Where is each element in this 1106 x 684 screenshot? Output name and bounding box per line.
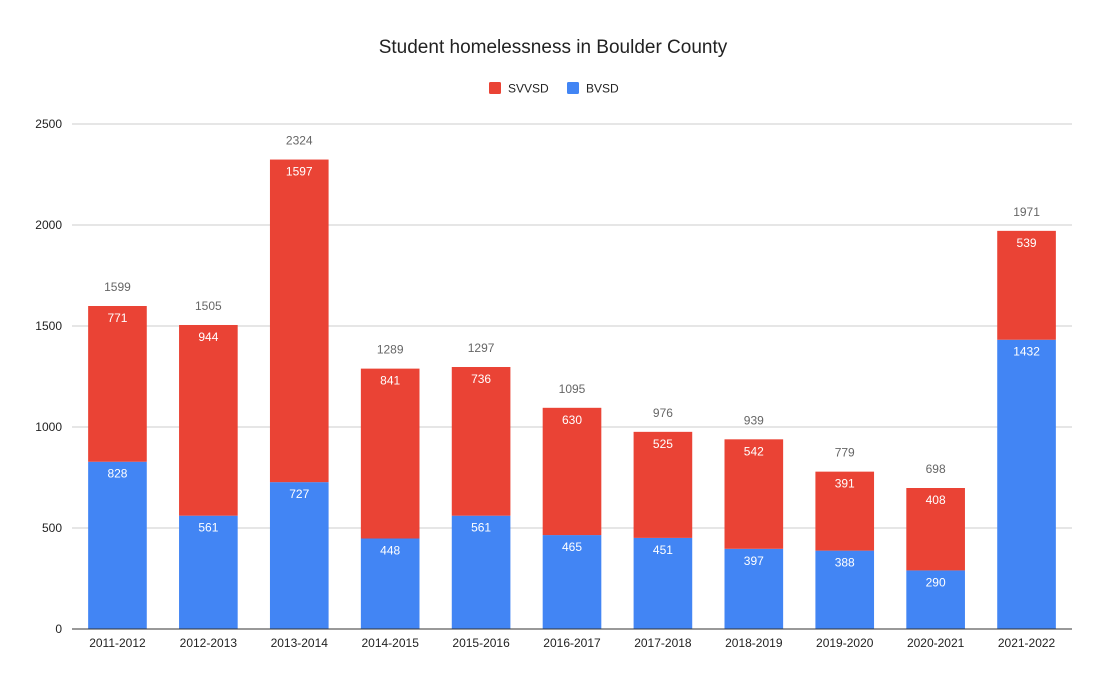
data-label: 1432 <box>1013 345 1040 359</box>
bar-bvsd <box>633 537 693 629</box>
bar-bvsd <box>360 538 420 629</box>
x-axis: 2011-2012 2012-2013 2013-2014 2014-2015 2015… <box>72 628 1072 650</box>
bar-svvsd <box>88 306 147 462</box>
data-label: 397 <box>744 554 764 568</box>
legend-item: SVVSD <box>489 82 549 96</box>
bar-bvsd <box>724 548 784 629</box>
x-tick-label: 2016-2017 <box>543 636 601 650</box>
legend-label: BVSD <box>586 82 619 96</box>
total-label: 698 <box>926 462 946 476</box>
data-label: 841 <box>380 374 400 388</box>
chart-title: Student homelessness in Boulder County <box>379 37 728 58</box>
data-label: 736 <box>471 372 491 386</box>
x-tick-label: 2013-2014 <box>271 636 329 650</box>
data-label: 561 <box>471 521 491 535</box>
total-label: 1297 <box>468 341 495 355</box>
bar-bvsd <box>542 535 602 629</box>
total-label: 1971 <box>1013 205 1040 219</box>
data-label: 727 <box>289 487 309 501</box>
data-label: 525 <box>653 437 673 451</box>
y-tick-label: 0 <box>55 622 62 636</box>
data-label: 391 <box>835 477 855 491</box>
data-label: 561 <box>198 521 218 535</box>
legend-item: BVSD <box>567 82 619 96</box>
x-tick-label: 2011-2012 <box>89 636 146 650</box>
data-label: 408 <box>926 493 946 507</box>
data-label: 465 <box>562 540 582 554</box>
bar-svvsd <box>451 367 511 516</box>
y-tick-label: 500 <box>42 521 62 535</box>
x-tick-label: 2015-2016 <box>452 636 510 650</box>
data-label: 388 <box>835 556 855 570</box>
bar-svvsd <box>997 230 1056 340</box>
data-label: 828 <box>107 467 127 481</box>
total-label: 2324 <box>286 134 313 148</box>
total-label: 976 <box>653 406 673 420</box>
x-tick-label: 2012-2013 <box>180 636 238 650</box>
data-label: 944 <box>198 330 218 344</box>
bar-svvsd <box>906 488 965 571</box>
bar-bvsd <box>269 482 329 629</box>
total-label: 1095 <box>559 382 586 396</box>
bar-bvsd <box>997 339 1056 629</box>
y-tick-label: 2500 <box>35 117 62 131</box>
bar-svvsd <box>724 439 784 549</box>
legend-swatch <box>489 82 501 94</box>
bar-bvsd <box>815 550 875 629</box>
bars: 828 771 1599 561 944 1505 727 1597 2324 448 841 128… <box>88 134 1056 629</box>
x-tick-label: 2018-2019 <box>725 636 783 650</box>
bar-svvsd <box>542 407 602 536</box>
bar-svvsd <box>360 368 420 539</box>
data-label: 630 <box>562 413 582 427</box>
y-axis: 0 500 1000 1500 2000 2500 <box>35 117 62 636</box>
data-label: 448 <box>380 544 400 558</box>
total-label: 939 <box>744 413 764 427</box>
bar-svvsd <box>179 324 238 516</box>
total-label: 1505 <box>195 299 222 313</box>
legend: SVVSD BVSD <box>489 82 619 96</box>
data-label: 1597 <box>286 165 313 179</box>
total-label: 1599 <box>104 280 131 294</box>
data-label: 451 <box>653 543 673 557</box>
x-tick-label: 2014-2015 <box>361 636 419 650</box>
total-label: 779 <box>835 446 855 460</box>
legend-label: SVVSD <box>508 82 549 96</box>
data-label: 539 <box>1017 236 1037 250</box>
x-tick-label: 2020-2021 <box>907 636 965 650</box>
y-tick-label: 1000 <box>35 420 62 434</box>
x-tick-label: 2017-2018 <box>634 636 692 650</box>
bar-svvsd <box>815 471 875 551</box>
bar-svvsd <box>269 159 329 483</box>
x-tick-label: 2021-2022 <box>998 636 1056 650</box>
data-label: 771 <box>107 311 127 325</box>
bar-bvsd <box>451 515 511 629</box>
y-tick-label: 1500 <box>35 319 62 333</box>
x-tick-label: 2019-2020 <box>816 636 874 650</box>
bar-svvsd <box>633 431 693 538</box>
bar-bvsd <box>179 515 238 629</box>
legend-swatch <box>567 82 579 94</box>
total-label: 1289 <box>377 343 404 357</box>
bar-bvsd <box>88 461 147 629</box>
data-label: 542 <box>744 444 764 458</box>
gridlines <box>72 123 1072 529</box>
data-label: 290 <box>926 575 946 589</box>
bar-bvsd <box>906 570 965 629</box>
y-tick-label: 2000 <box>35 218 62 232</box>
